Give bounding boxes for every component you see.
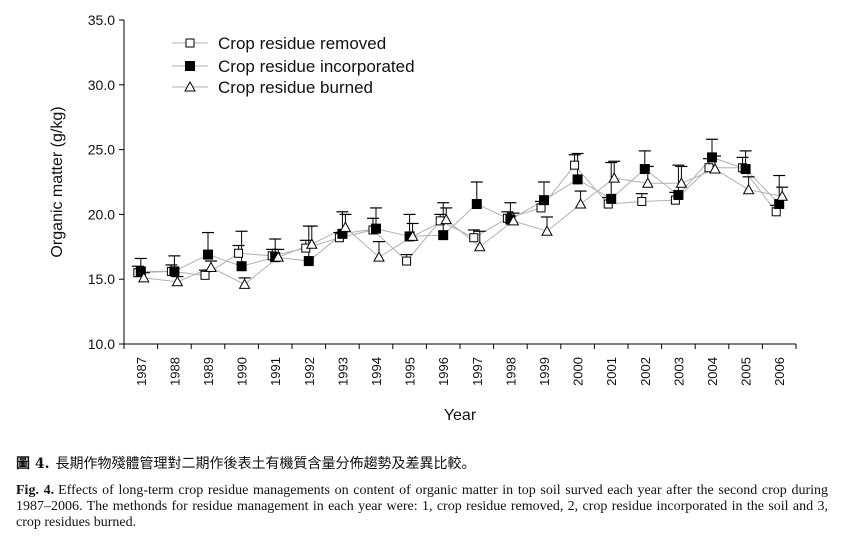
data-point-burned — [171, 275, 184, 287]
legend-marker-incorporated — [185, 61, 195, 71]
data-point-incorporated — [169, 266, 180, 277]
x-tick-label: 2005 — [739, 357, 754, 386]
x-tick-label: 1987 — [134, 357, 149, 386]
x-tick-label: 1988 — [167, 357, 182, 386]
legend-label-removed: Crop residue removed — [218, 34, 386, 53]
data-point-burned — [742, 183, 755, 195]
y-tick-label: 20.0 — [88, 206, 115, 222]
data-point-removed — [570, 160, 580, 170]
data-point-incorporated — [673, 189, 684, 200]
y-tick-label: 25.0 — [88, 142, 115, 158]
x-tick-label: 1996 — [436, 357, 451, 386]
x-tick-label: 1993 — [335, 357, 350, 386]
data-point-removed — [469, 233, 479, 243]
data-point-incorporated — [303, 256, 314, 267]
y-tick-label: 10.0 — [88, 336, 115, 352]
data-point-burned — [541, 225, 553, 236]
legend-marker-removed — [185, 38, 195, 48]
data-point-incorporated — [236, 261, 247, 272]
data-point-burned — [305, 238, 318, 249]
chinese-caption-label: 圖 4. — [16, 456, 50, 472]
chinese-caption-text: 長期作物殘體管理對二期作後表土有機質含量分佈趨勢及差異比較。 — [55, 456, 476, 472]
chinese-caption: 圖 4. 長期作物殘體管理對二期作後表土有機質含量分佈趨勢及差異比較。 — [16, 453, 828, 473]
data-point-burned — [641, 177, 654, 188]
x-axis-title: Year — [444, 407, 477, 424]
english-caption: Fig. 4. Effects of long-term crop residue… — [16, 483, 828, 531]
data-point-incorporated — [572, 174, 583, 185]
x-tick-label: 1997 — [470, 357, 485, 386]
data-point-burned — [507, 214, 520, 226]
series-line-burned — [143, 168, 783, 285]
data-point-incorporated — [639, 164, 650, 175]
x-tick-label: 1998 — [503, 357, 518, 386]
data-point-burned — [339, 221, 352, 232]
data-point-burned — [238, 278, 251, 289]
data-point-removed — [234, 248, 244, 258]
x-tick-label: 2000 — [571, 357, 586, 386]
data-point-incorporated — [774, 199, 785, 210]
y-tick-label: 30.0 — [88, 77, 115, 93]
x-tick-label: 1989 — [201, 357, 216, 386]
y-axis-title: Organic matter (g/kg) — [49, 106, 66, 257]
data-point-burned — [205, 261, 217, 273]
data-point-incorporated — [203, 249, 213, 260]
data-point-burned — [608, 172, 621, 183]
data-point-removed — [402, 256, 412, 266]
plot-area: 10.0 15.0 20.0 25.0 30.0 35.0 1987 1988 1989 1990… — [49, 12, 797, 424]
x-tick-label: 1992 — [302, 357, 317, 386]
legend-label-incorporated: Crop residue incorporated — [218, 57, 415, 76]
x-tick-label: 1995 — [403, 357, 418, 386]
x-tick-label: 1990 — [235, 357, 250, 386]
data-point-incorporated — [740, 164, 751, 175]
series-line-removed — [137, 164, 777, 276]
data-point-incorporated — [539, 195, 549, 206]
x-tick-label: 2004 — [705, 357, 720, 386]
x-tick-label: 2002 — [638, 357, 653, 386]
data-point-incorporated — [707, 152, 717, 163]
data-point-burned — [574, 198, 587, 209]
legend-label-burned: Crop residue burned — [218, 78, 373, 97]
x-tick-label: 2006 — [772, 357, 787, 386]
english-caption-label: Fig. 4. — [16, 483, 55, 498]
english-caption-text: Effects of long-term crop residue manage… — [16, 483, 828, 530]
x-tick-label: 2003 — [671, 357, 686, 386]
y-tick-label: 35.0 — [88, 12, 115, 28]
legend-marker-burned — [184, 80, 196, 92]
data-point-incorporated — [371, 223, 381, 234]
data-point-burned — [776, 190, 789, 201]
data-point-burned — [709, 163, 721, 174]
data-point-incorporated — [438, 230, 449, 241]
data-point-burned — [406, 230, 419, 241]
data-point-burned — [440, 213, 453, 225]
data-point-incorporated — [471, 199, 482, 210]
y-tick-label: 15.0 — [88, 271, 115, 287]
x-tick-label: 2001 — [604, 357, 619, 386]
data-point-burned — [137, 271, 150, 283]
data-point-removed — [637, 196, 647, 206]
data-point-burned — [675, 177, 688, 188]
series-line-incorporated — [140, 156, 780, 272]
data-point-removed — [200, 270, 210, 280]
x-tick-label: 1994 — [369, 357, 384, 386]
data-point-burned — [473, 240, 486, 252]
data-point-incorporated — [135, 266, 146, 277]
x-tick-label: 1999 — [537, 357, 552, 386]
organic-matter-chart: 10.0 15.0 20.0 25.0 30.0 35.0 1987 1988 1989 1990… — [49, 12, 797, 424]
x-tick-label: 1991 — [268, 357, 283, 386]
data-point-incorporated — [606, 193, 617, 204]
data-point-burned — [272, 251, 285, 262]
data-point-burned — [373, 251, 385, 262]
